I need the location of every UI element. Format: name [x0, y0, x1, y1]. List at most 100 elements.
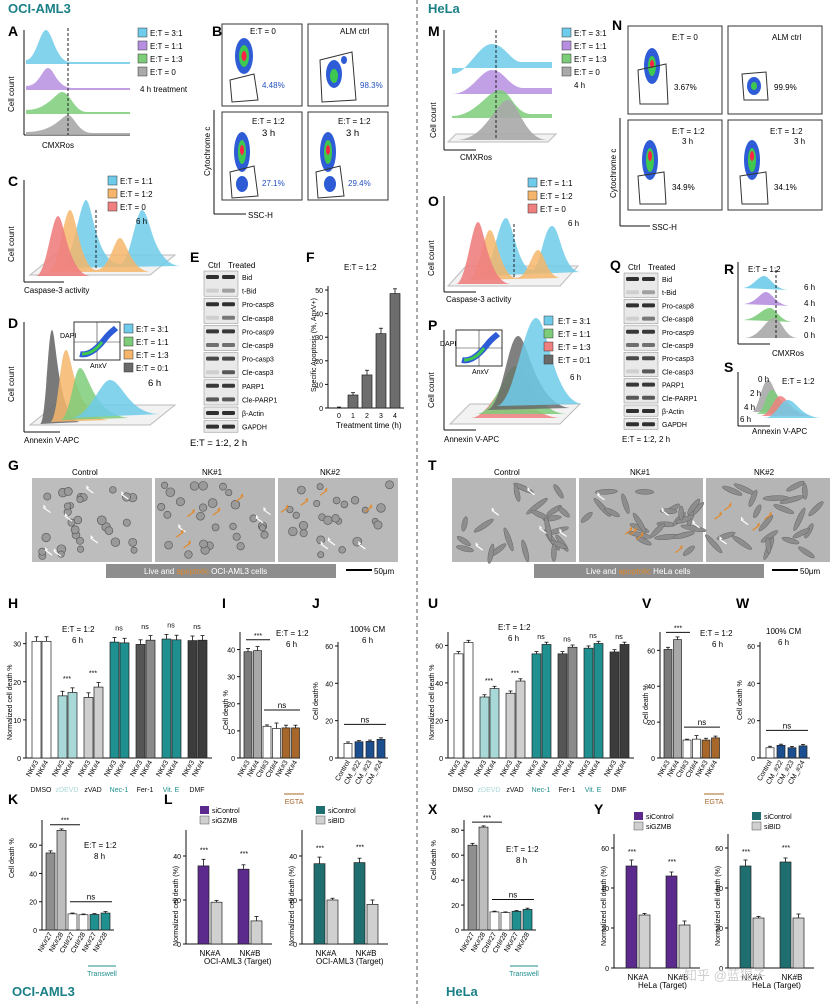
cell: [198, 481, 208, 491]
bar-chart: 010203040NK#3NK#4Ctrl#3Ctrl#4NK#3NK#4***…: [227, 632, 304, 806]
scale-label: 50μm: [800, 567, 821, 576]
note: E:T = 1:2: [498, 623, 531, 632]
arrow-head: [216, 507, 220, 511]
band-ctrl: [626, 343, 639, 347]
note: E:T = 1:2: [506, 845, 539, 854]
cell: [748, 489, 758, 507]
bar: [505, 692, 516, 759]
flow-plot: E:T = 1:2 3 h 27.1%: [221, 111, 303, 201]
bar: [89, 914, 100, 931]
bar: [765, 747, 775, 759]
bar: [93, 686, 104, 759]
x-label: OCI-AML3 (Target): [316, 957, 384, 966]
caption: Live and apoptotic OCI-AML3 cells: [144, 567, 267, 576]
time-label: 4 h: [744, 403, 755, 412]
legend-item: E:T = 1:1: [136, 338, 169, 347]
left-bottom-title: OCI-AML3: [12, 984, 75, 999]
cell: [604, 507, 620, 518]
bar: [665, 875, 678, 969]
flow-plot: E:T = 1:2 3 h 34.9%: [627, 119, 723, 211]
x-tick-label: 2: [365, 413, 369, 420]
panel-label: U: [428, 595, 438, 611]
bar: [541, 644, 552, 759]
apoptotic-cell-arrow: [674, 547, 683, 554]
arrow-head: [304, 497, 308, 501]
western-blot: Bid t-Bid Pro-casp8 Cle-casp8 Pro-casp9 Cle-c…: [623, 272, 697, 430]
apoptotic-cell-arrow: [752, 524, 760, 531]
gate-percent: 3.67%: [674, 83, 697, 92]
y-tick-label: 10: [13, 718, 21, 725]
cell: [373, 520, 383, 530]
cell: [128, 537, 138, 547]
note: E:T = 1:2: [782, 377, 815, 386]
legend-item: E:T = 1:3: [558, 343, 591, 352]
image-header: NK#2: [320, 468, 341, 477]
plot-title: E:T = 1:2: [770, 127, 803, 136]
cell: [760, 530, 779, 543]
panel-f: F E:T = 1:2 Specific Apoptosis (%, AnxV+…: [306, 249, 404, 430]
bar: [365, 741, 375, 759]
panel-label: X: [428, 801, 438, 817]
arrow-head: [358, 540, 362, 544]
x-label: SSC-H: [248, 211, 273, 220]
band-label: Pro-casp3: [662, 356, 694, 363]
panel-w: W Cell death % 100% CM 6 h 0204060Contro…: [736, 595, 810, 786]
bar: [515, 680, 526, 759]
arrow-head: [539, 525, 543, 529]
cell: [296, 485, 306, 495]
y-tick-label: 60: [601, 846, 609, 853]
apoptotic-cell-arrow: [319, 489, 328, 496]
arrow-head: [692, 519, 696, 523]
cell: [292, 511, 300, 519]
panel-label: A: [8, 23, 18, 39]
cell: [236, 542, 245, 551]
panel-o: O Cell count Caspase-3 activity E:T = 1:…: [427, 177, 580, 304]
apoptotic-cell-arrow: [300, 499, 309, 506]
y-label: Cytochrome c: [609, 149, 618, 198]
cell: [340, 500, 349, 509]
note: 6 h: [148, 378, 161, 389]
x-tick-label: NK#A: [200, 949, 222, 958]
cell: [77, 545, 85, 553]
bar: [361, 374, 373, 409]
y-tick-label: 60: [325, 644, 333, 651]
bar: [375, 333, 387, 409]
x-tick-label: NK#B: [782, 973, 803, 982]
band-label: Cle-casp9: [662, 343, 694, 350]
significance-label: ns: [193, 624, 201, 631]
apoptotic-cell-arrow: [629, 529, 637, 536]
group-label: Transwell: [87, 971, 117, 978]
bar: [625, 865, 638, 969]
ns-label: ns: [361, 715, 369, 724]
bar: [83, 697, 94, 759]
cell: [260, 530, 269, 539]
group-label: EGTA: [705, 799, 724, 806]
live-cell-arrow: [527, 489, 535, 496]
bar: [779, 861, 792, 969]
band-treated: [642, 329, 655, 334]
arrow-head: [559, 528, 563, 532]
histogram-et-0: [26, 115, 130, 135]
group-label: Vit. E: [585, 787, 602, 794]
legend: siControl siGZMB siControl siBID: [633, 812, 792, 831]
legend-item: siControl: [328, 808, 356, 815]
band-label: GAPDH: [242, 425, 267, 432]
panel-p: P Cell count Annexin V-APC DAPI AnxV E:T…: [427, 315, 591, 444]
plot-title: ALM ctrl: [340, 27, 370, 36]
panel-h: H Normalized cell death % E:T = 1:2 6 h …: [7, 595, 212, 794]
cell: [632, 512, 647, 534]
arrow-head: [728, 502, 732, 506]
band-label: Bid: [662, 277, 672, 284]
image-header: Control: [494, 468, 520, 477]
band-label: Cle-casp9: [242, 343, 274, 350]
ns-label: ns: [509, 890, 517, 899]
panel-e: E Ctrl Treated Bid t-Bid Pro-casp8 Cle-casp…: [190, 249, 277, 449]
cell: [758, 515, 774, 532]
bar: [567, 646, 578, 759]
arrow-head: [90, 534, 94, 538]
band-ctrl: [626, 356, 639, 361]
bar: [638, 914, 651, 969]
y-label: Cell count: [7, 226, 16, 262]
right-title: HeLa: [428, 1, 461, 16]
